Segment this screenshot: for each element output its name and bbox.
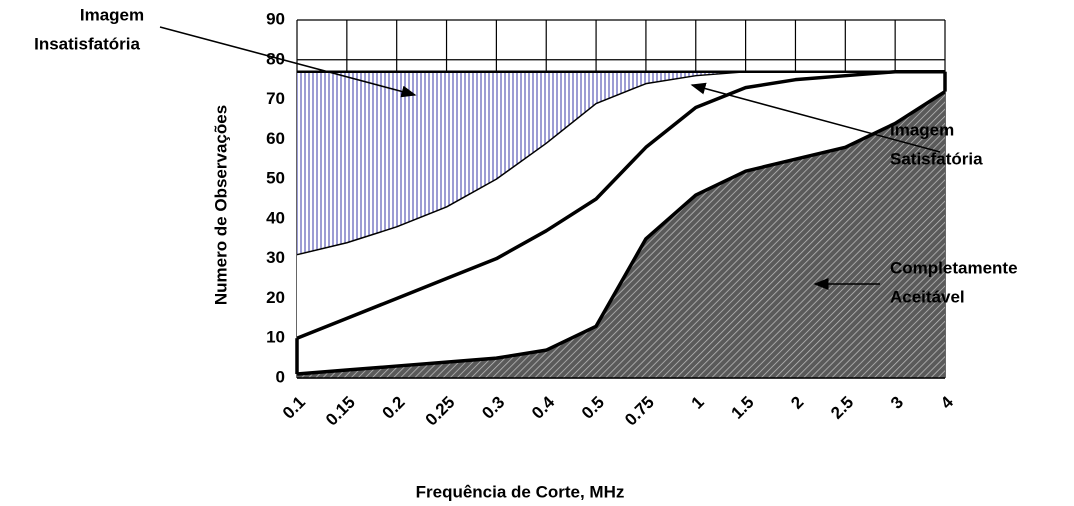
- annotation: Completamente: [890, 258, 1018, 277]
- x-tick-label: 0.75: [621, 393, 658, 430]
- y-tick-label: 0: [276, 367, 285, 386]
- annotation-arrow: [690, 82, 941, 153]
- y-axis-title: Numero de Observações: [211, 105, 230, 305]
- x-tick-label: 2.5: [827, 393, 857, 423]
- x-tick-label: 0.25: [422, 393, 459, 430]
- annotation: Imagem: [890, 120, 954, 139]
- x-tick-label: 1.5: [727, 393, 757, 423]
- y-tick-label: 30: [266, 248, 285, 267]
- annotation-arrow: [159, 26, 417, 98]
- y-tick-label: 60: [266, 129, 285, 148]
- annotation: Imagem: [80, 5, 144, 24]
- x-tick-label: 0.15: [322, 393, 359, 430]
- x-tick-label: 3: [887, 393, 907, 413]
- y-tick-label: 50: [266, 169, 285, 188]
- x-axis-title: Frequência de Corte, MHz: [416, 482, 625, 501]
- annotation: Satisfatória: [890, 149, 983, 168]
- x-tick-label: 0.4: [528, 392, 559, 423]
- y-tick-label: 20: [266, 288, 285, 307]
- y-tick-label: 90: [266, 9, 285, 28]
- y-tick-label: 10: [266, 328, 285, 347]
- x-tick-label: 2: [787, 393, 807, 413]
- x-tick-label: 0.2: [379, 393, 409, 423]
- y-tick-label: 80: [266, 49, 285, 68]
- x-tick-label: 0.1: [279, 393, 309, 423]
- annotation: Insatisfatória: [34, 34, 140, 53]
- x-tick-label: 4: [937, 392, 958, 413]
- line: [296, 90, 946, 376]
- annotation: Aceitável: [890, 287, 965, 306]
- y-tick-label: 40: [266, 208, 285, 227]
- x-tick-label: 1: [688, 393, 708, 413]
- x-tick-label: 0.5: [578, 393, 608, 423]
- x-tick-label: 0.3: [478, 393, 508, 423]
- y-tick-label: 70: [266, 89, 285, 108]
- line: [296, 69, 945, 340]
